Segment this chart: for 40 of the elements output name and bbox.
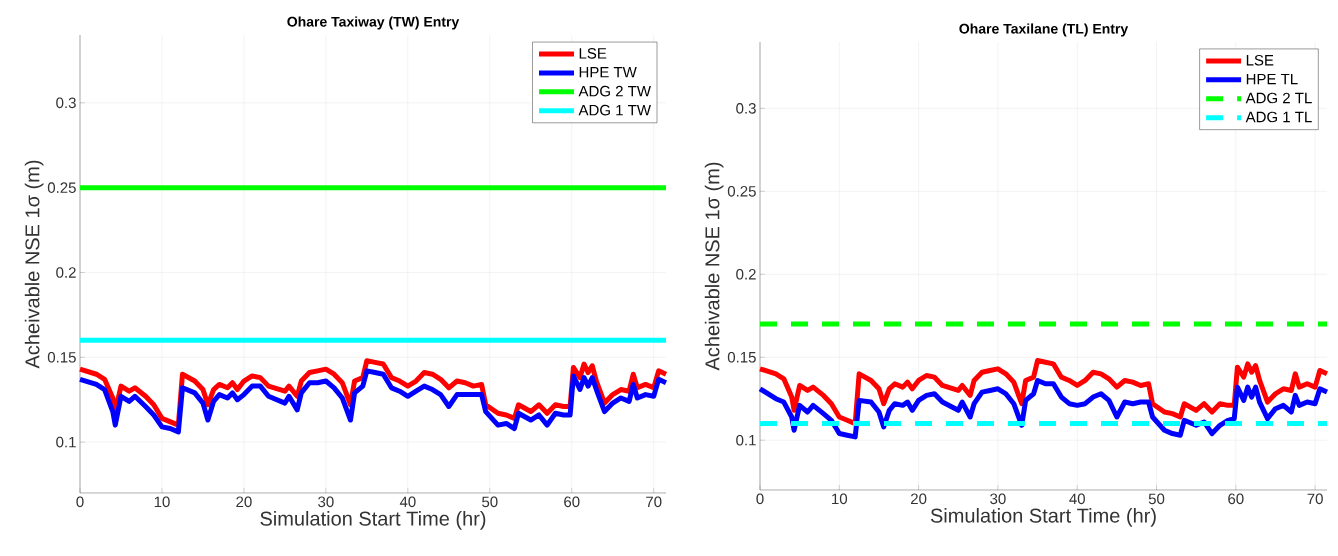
x-tick-label: 20 <box>236 496 252 508</box>
y-tick-label: 0.25 <box>47 182 76 193</box>
x-axis-title: Simulation Start Time (hr) <box>260 511 486 530</box>
x-tick-label: 0 <box>76 496 84 508</box>
y-tick-label: 0.3 <box>56 97 76 109</box>
x-tick-label: 20 <box>911 493 927 505</box>
x-tick-label: 50 <box>482 496 498 508</box>
legend-label: HPE TW <box>579 67 637 78</box>
y-tick-label: 0.1 <box>736 434 756 446</box>
x-tick-label: 40 <box>1069 493 1085 505</box>
y-tick-label: 0.2 <box>56 267 76 278</box>
x-tick-label: 40 <box>399 496 416 508</box>
legend-label: LSE <box>1246 54 1274 66</box>
legend-label: HPE TL <box>1246 73 1298 85</box>
legend-label: LSE <box>579 48 607 59</box>
x-tick-label: 70 <box>646 496 662 508</box>
x-tick-label: 60 <box>564 496 580 508</box>
x-axis-title: Simulation Start Time (hr) <box>930 508 1156 527</box>
legend-label: ADG 2 TL <box>1245 92 1312 104</box>
x-tick-label: 10 <box>832 493 848 505</box>
legend-label: ADG 2 TW <box>578 85 651 97</box>
y-tick-label: 0.1 <box>56 436 76 448</box>
x-tick-label: 0 <box>756 493 764 505</box>
chart-title: Ohare Taxilane (TL) Entry <box>959 23 1129 37</box>
x-tick-label: 60 <box>1228 493 1244 505</box>
x-tick-label: 50 <box>1148 493 1165 505</box>
y-tick-label: 0.3 <box>736 103 756 114</box>
x-tick-label: 10 <box>154 496 170 508</box>
y-tick-label: 0.15 <box>727 351 756 363</box>
legend-label: ADG 1 TL <box>1245 111 1312 123</box>
x-tick-label: 70 <box>1307 493 1323 505</box>
x-tick-label: 30 <box>318 496 334 508</box>
x-tick-label: 30 <box>990 493 1006 505</box>
y-tick-label: 0.15 <box>47 351 76 363</box>
y-tick-label: 0.25 <box>727 186 756 197</box>
legend-label: ADG 1 TW <box>578 104 651 116</box>
y-axis-title: Acheivable NSE 1σ (m) <box>704 162 724 371</box>
y-tick-label: 0.2 <box>736 268 756 280</box>
y-axis-title: Acheivable NSE 1σ (m) <box>24 160 44 369</box>
chart-title: Ohare Taxiway (TW) Entry <box>287 16 460 30</box>
